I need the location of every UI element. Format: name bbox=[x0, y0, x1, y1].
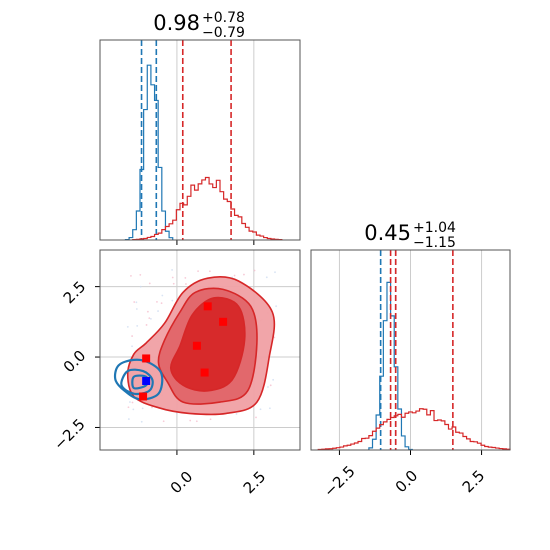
joint-scatter-point bbox=[131, 401, 134, 404]
joint-scatter-point bbox=[131, 335, 134, 337]
joint-scatter-point bbox=[160, 302, 163, 305]
joint-scatter-point bbox=[145, 324, 148, 326]
joint-scatter-point bbox=[195, 420, 198, 423]
joint-scatter-point bbox=[126, 326, 129, 328]
joint-scatter-point bbox=[151, 406, 153, 409]
joint-scatter-point bbox=[268, 407, 271, 410]
joint-scatter-point bbox=[235, 413, 238, 415]
joint-scatter-point bbox=[197, 270, 199, 273]
joint-scatter-point bbox=[150, 317, 152, 320]
joint-scatter-point bbox=[184, 277, 187, 279]
joint-scatter-point bbox=[275, 305, 278, 308]
joint-scatter-point bbox=[131, 345, 133, 348]
joint-scatter-point bbox=[161, 294, 164, 297]
param1-title-upper-error: +0.78 bbox=[202, 10, 245, 26]
joint-scatter-point bbox=[136, 325, 139, 327]
param1-title-value: 0.98 bbox=[153, 11, 200, 35]
joint-scatter-point bbox=[127, 406, 130, 409]
joint-scatter-point bbox=[274, 271, 276, 274]
joint-scatter-point bbox=[255, 416, 257, 419]
joint-scatter-point bbox=[130, 274, 132, 277]
joint-scatter-point bbox=[233, 274, 236, 277]
blue-contour-inner bbox=[131, 374, 149, 390]
joint-scatter-point bbox=[133, 301, 136, 303]
joint-scatter-point bbox=[135, 301, 138, 304]
joint-scatter-point bbox=[139, 273, 142, 276]
param2-histogram-panel bbox=[310, 249, 511, 455]
joint-scatter-point bbox=[209, 418, 212, 421]
param2-frame bbox=[310, 249, 511, 451]
red-square-marker bbox=[219, 317, 228, 326]
joint-scatter-point bbox=[127, 418, 130, 420]
joint-scatter-point bbox=[139, 285, 142, 288]
joint-scatter-point bbox=[185, 283, 187, 285]
joint-scatter-point bbox=[135, 308, 138, 310]
joint-scatter-point bbox=[171, 299, 174, 302]
red-square-marker bbox=[192, 341, 201, 350]
joint-plot-area bbox=[113, 269, 278, 423]
param2-title-lower-error: −1.15 bbox=[413, 235, 456, 251]
joint-scatter-point bbox=[269, 384, 272, 387]
param1-hist-series-1 bbox=[132, 176, 283, 241]
joint-scatter-point bbox=[141, 407, 144, 410]
red-square-marker bbox=[142, 354, 151, 363]
joint-scatter-point bbox=[208, 270, 211, 273]
param1-hist-series-0 bbox=[124, 64, 174, 241]
param2-title-upper-error: +1.04 bbox=[413, 220, 456, 236]
param1-title-lower-error: −0.79 bbox=[202, 25, 245, 41]
joint-scatter-point bbox=[272, 378, 275, 381]
param1-frame bbox=[99, 39, 301, 241]
joint-scatter-point bbox=[140, 420, 143, 423]
joint-scatter-point bbox=[157, 310, 159, 312]
joint-scatter-point bbox=[146, 310, 149, 313]
joint-scatter-point bbox=[171, 276, 174, 279]
joint-scatter-point bbox=[148, 317, 151, 320]
joint-contour-panel bbox=[95, 249, 301, 455]
param2-hist-series-1 bbox=[317, 408, 511, 451]
red-square-marker bbox=[139, 392, 148, 401]
joint-scatter-point bbox=[148, 282, 151, 285]
joint-scatter-point bbox=[172, 282, 175, 285]
joint-scatter-point bbox=[253, 269, 256, 272]
red-square-marker bbox=[203, 302, 212, 311]
param2-title-value: 0.45 bbox=[364, 221, 411, 245]
joint-scatter-point bbox=[243, 273, 245, 276]
joint-scatter-point bbox=[259, 408, 262, 411]
joint-scatter-point bbox=[132, 408, 135, 411]
joint-scatter-point bbox=[265, 276, 268, 279]
joint-scatter-point bbox=[162, 420, 165, 423]
joint-frame bbox=[99, 249, 301, 451]
blue-contour-middle bbox=[120, 368, 154, 396]
red-square-marker bbox=[200, 368, 209, 377]
joint-scatter-point bbox=[267, 386, 269, 388]
joint-scatter-point bbox=[189, 419, 192, 422]
joint-scatter-point bbox=[156, 300, 158, 303]
blue-contour-outer bbox=[113, 358, 164, 401]
joint-scatter-point bbox=[273, 336, 276, 339]
joint-scatter-point bbox=[128, 401, 131, 403]
joint-scatter-point bbox=[171, 269, 173, 271]
blue-square-marker bbox=[142, 376, 151, 385]
param1-histogram-panel bbox=[99, 39, 301, 245]
